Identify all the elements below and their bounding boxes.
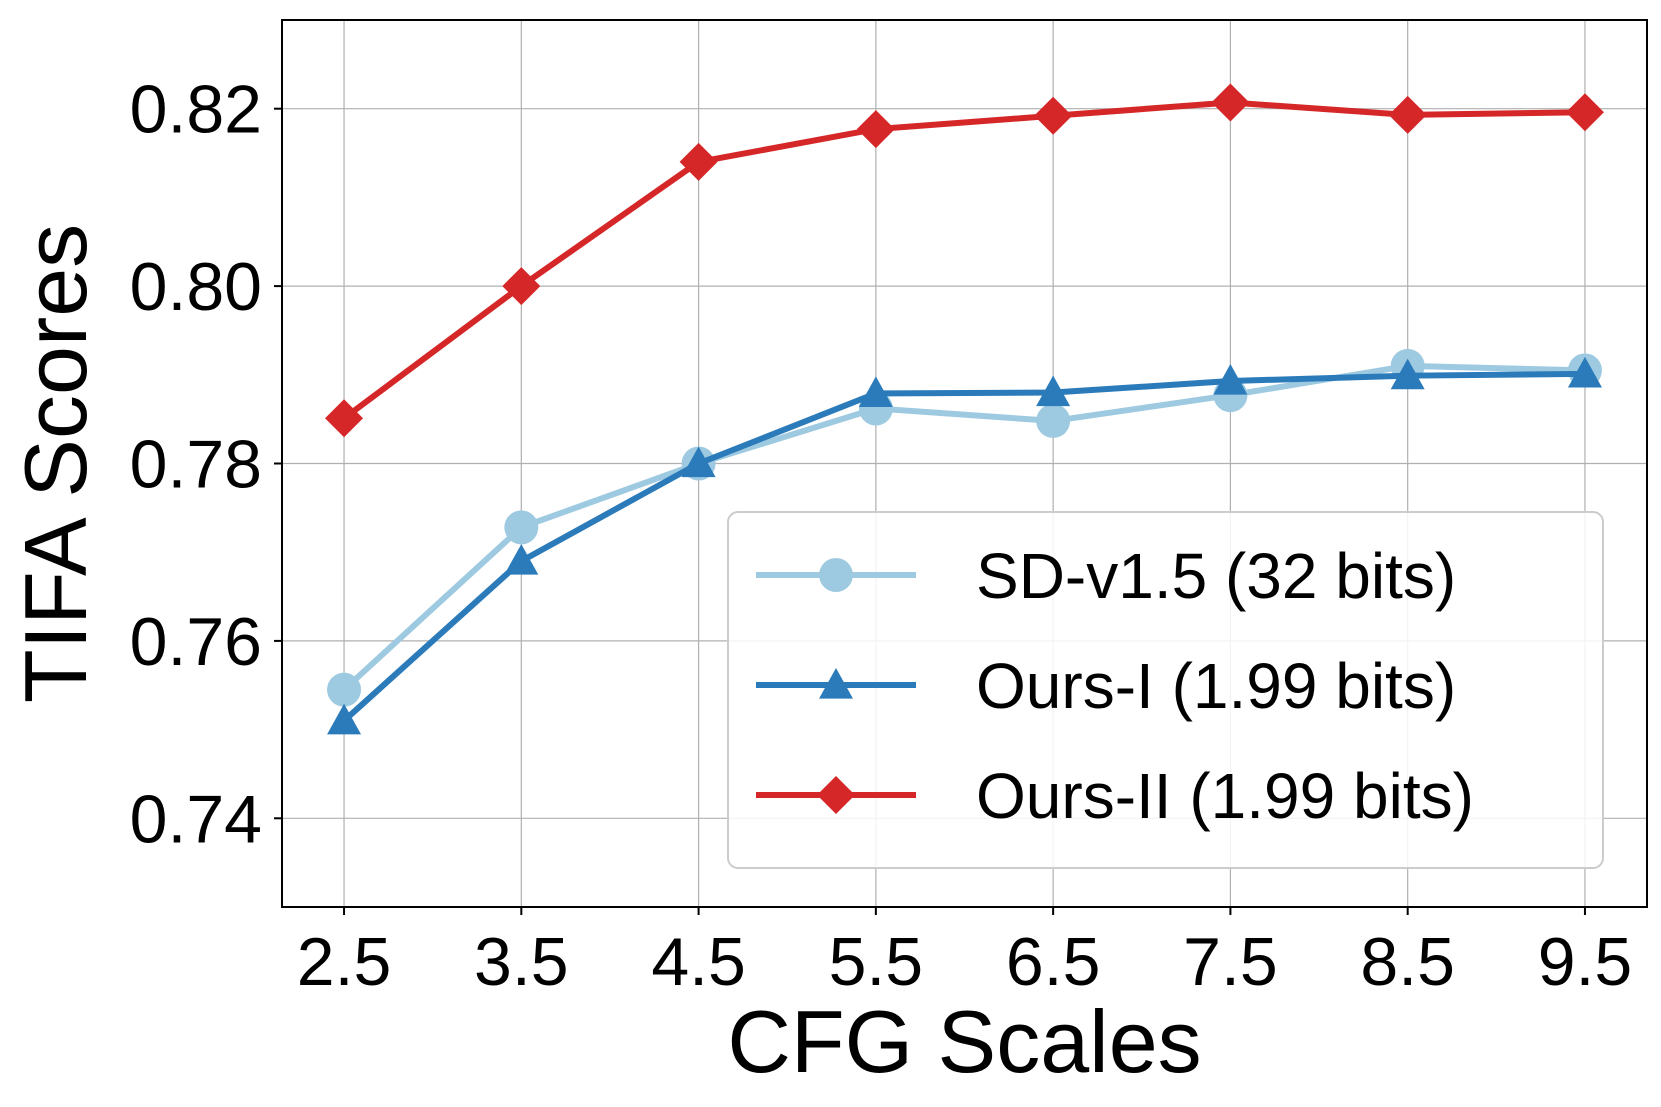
x-axis-ticks: 2.5 3.5 4.5 5.5 6.5 7.5 8.5 9.5 — [297, 907, 1632, 1000]
data-point-diamond — [502, 267, 541, 306]
legend-item: Ours-II (1.99 bits) — [756, 760, 1474, 832]
y-tick-label: 0.78 — [130, 427, 262, 503]
x-axis-title: CFG Scales — [727, 992, 1201, 1091]
x-tick-label: 8.5 — [1360, 924, 1455, 1000]
legend-item: Ours-I (1.99 bits) — [756, 650, 1456, 722]
x-tick-label: 2.5 — [297, 924, 392, 1000]
data-point-triangle — [1567, 356, 1602, 388]
legend-marker-triangle — [819, 668, 853, 699]
legend-label: Ours-II (1.99 bits) — [976, 760, 1474, 832]
data-point-triangle — [1036, 375, 1071, 407]
y-axis-ticks: 0.74 0.76 0.78 0.80 0.82 — [130, 72, 282, 857]
data-point-diamond — [1034, 96, 1073, 135]
data-point-triangle — [504, 544, 539, 575]
legend-item: SD-v1.5 (32 bits) — [756, 540, 1456, 612]
data-point-triangle — [858, 376, 893, 408]
data-point-triangle — [681, 446, 716, 478]
y-tick-label: 0.80 — [130, 249, 262, 325]
data-point-diamond — [679, 142, 718, 181]
x-tick-label: 5.5 — [829, 924, 924, 1000]
data-point-circle — [1036, 403, 1071, 438]
y-tick-label: 0.74 — [130, 781, 262, 857]
series-group — [325, 83, 1604, 735]
series-2 — [327, 356, 1602, 735]
legend-label: Ours-I (1.99 bits) — [976, 650, 1456, 722]
data-point-circle — [327, 672, 362, 707]
legend: SD-v1.5 (32 bits) Ours-I (1.99 bits) Ours-… — [727, 511, 1604, 869]
data-point-triangle — [327, 703, 362, 735]
y-axis-title: TIFA Scores — [6, 224, 105, 703]
y-tick-label: 0.76 — [130, 604, 262, 680]
x-tick-label: 3.5 — [474, 924, 569, 1000]
series-3 — [325, 83, 1604, 438]
x-tick-label: 6.5 — [1006, 924, 1101, 1000]
series-line — [342, 362, 1586, 692]
series-line — [342, 370, 1585, 723]
x-tick-label: 9.5 — [1538, 924, 1633, 1000]
data-point-diamond — [1211, 83, 1250, 122]
x-tick-label: 4.5 — [651, 924, 746, 1000]
legend-label: SD-v1.5 (32 bits) — [976, 540, 1456, 612]
legend-box — [727, 511, 1604, 869]
x-tick-label: 7.5 — [1183, 924, 1278, 1000]
data-point-diamond — [1388, 95, 1427, 134]
legend-marker-circle — [819, 558, 853, 592]
data-point-circle — [504, 510, 539, 545]
series-line — [342, 99, 1585, 421]
legend-marker-diamond — [817, 776, 855, 814]
data-point-diamond — [325, 399, 364, 438]
data-point-triangle — [1390, 358, 1425, 390]
data-point-diamond — [1565, 93, 1604, 132]
y-tick-label: 0.82 — [130, 72, 262, 148]
data-point-triangle — [1213, 364, 1248, 395]
data-point-diamond — [856, 110, 895, 149]
